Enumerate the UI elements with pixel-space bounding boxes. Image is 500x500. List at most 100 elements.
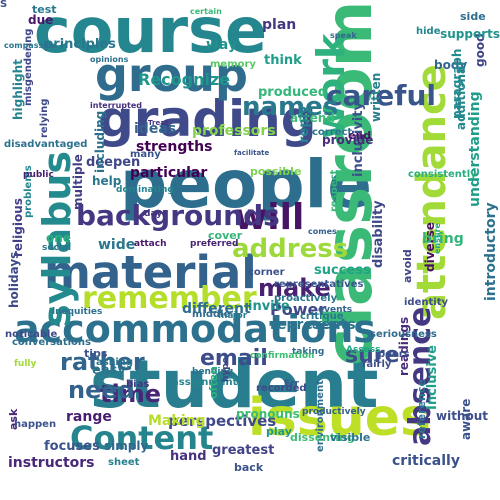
word-seriousness: seriousness [370, 329, 437, 340]
word-relying: relying [39, 98, 50, 138]
word-possible: possible [250, 165, 302, 178]
word-end: end [348, 129, 372, 142]
word-represents: represents [270, 317, 356, 333]
word-time: time [100, 380, 161, 408]
word-easy: easy [92, 363, 126, 378]
word-peers: peers [378, 349, 410, 360]
word-preferred: preferred [190, 239, 239, 249]
word-will: will [234, 197, 305, 238]
word-focuses: focuses [44, 439, 100, 454]
word-accommodations: accommodations [14, 307, 376, 351]
word-noticable: noticable [5, 329, 58, 340]
word-student: student [90, 346, 379, 423]
word-proactively: proactively [274, 293, 338, 304]
word-different: different [182, 301, 251, 317]
word-side: side [460, 10, 486, 23]
word-asking: asking [96, 357, 134, 368]
word-way: way [206, 37, 238, 53]
word-rather: rather [60, 348, 145, 376]
word-principles: principles [44, 37, 116, 52]
word-professors: professors [192, 123, 276, 139]
word-think: think [264, 53, 302, 68]
word-material: material [44, 246, 257, 299]
word-strengths: strengths [136, 139, 213, 155]
word-particular: particular [130, 165, 208, 181]
word-s: S [0, 0, 8, 10]
word-names: names [242, 92, 339, 122]
word-course: course [34, 0, 268, 67]
word-recorded: recorded [256, 383, 307, 394]
word-multiple: multiple [71, 153, 85, 210]
word-instructors: instructors [8, 455, 95, 471]
word-speak: speak [330, 31, 357, 40]
word-critique: critique [300, 311, 344, 322]
word-range: range [66, 409, 112, 425]
word-invite: invite [248, 299, 290, 314]
word-disability: disability [371, 200, 386, 268]
word-pronouns: pronouns [236, 407, 300, 421]
word-plan: plan [262, 17, 297, 33]
word-representatives: representatives [274, 279, 364, 290]
word-issues: issues [248, 388, 431, 448]
word-memory: memory [210, 59, 256, 70]
word-provide: provide [322, 133, 374, 147]
word-aware: aware [459, 398, 473, 440]
word-life: life [312, 321, 329, 331]
word-hype: hype [221, 356, 231, 382]
word-content: Content [70, 419, 214, 457]
word-disadvantaged: disadvantaged [4, 139, 88, 150]
word-ensure: ensure [433, 222, 442, 254]
word-ideas: ideas [134, 121, 177, 137]
word-fully: fully [14, 359, 37, 369]
word-supports: supports [440, 27, 500, 41]
word-inequities: inequities [52, 307, 103, 317]
word-assess: Assess [346, 345, 381, 355]
word-err: Err [284, 379, 300, 389]
word-productively: productively [302, 407, 366, 417]
word-consistently: consistently [408, 169, 477, 180]
word-hand: hand [170, 449, 207, 464]
word-due: due [28, 13, 54, 27]
word-email: email [200, 346, 268, 371]
word-help: help [92, 174, 122, 188]
word-need: need [68, 376, 135, 404]
word-attend: attend [290, 111, 335, 125]
word-additional: additional [454, 61, 468, 130]
word-reply: reply [297, 105, 312, 143]
word-making: Making [148, 413, 206, 429]
word-cover: cover [208, 229, 243, 242]
word-facilitate: facilitate [234, 149, 270, 157]
word-middle: middle [192, 309, 231, 320]
word-respect: respect [329, 169, 340, 212]
word-identity: identity [404, 297, 448, 308]
word-sure: sure [345, 343, 400, 368]
word-avoid: avoid [401, 249, 414, 283]
word-dissenting: dissenting [290, 431, 355, 444]
word-without: without [436, 409, 489, 423]
word-visible: visible [330, 431, 371, 444]
word-holidays: holidays [7, 251, 21, 308]
word-understanding: understanding [467, 91, 483, 208]
word-assignment: assignment [172, 377, 238, 388]
word-group: group [95, 48, 248, 102]
word-public: public [23, 170, 54, 180]
word-produced: produced [258, 85, 328, 100]
word-dominating: dominating [116, 185, 174, 195]
word-opinions: opinions [90, 55, 129, 64]
word-perspectives: perspectives [168, 412, 277, 430]
word-compassion: compassion [4, 41, 58, 50]
word-one: one [46, 231, 71, 245]
word-comes: comes [308, 227, 337, 236]
word-happen: happen [14, 419, 57, 430]
word-test: test [32, 3, 57, 16]
word-events: events [318, 305, 353, 315]
word-certain: certain [190, 7, 222, 16]
word-people: people [120, 146, 372, 223]
word-critically: critically [392, 453, 460, 469]
word-careful: careful [326, 79, 437, 112]
word-deepen: deepen [86, 155, 141, 170]
word-success: success [314, 263, 371, 278]
word-backgrounds: backgrounds [76, 199, 280, 232]
word-confirmation: confirmation [250, 351, 315, 361]
